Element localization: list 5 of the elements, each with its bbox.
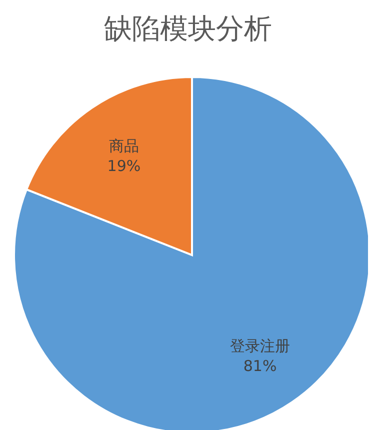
data-label: 19%	[107, 156, 141, 175]
data-label: 81%	[243, 357, 277, 376]
chart-title: 缺陷模块分析	[104, 12, 272, 45]
slice-label: 登录注册	[230, 337, 290, 356]
slice-label: 商品	[108, 136, 139, 155]
